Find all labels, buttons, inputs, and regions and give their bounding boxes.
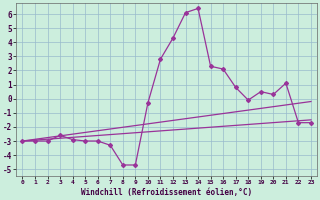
X-axis label: Windchill (Refroidissement éolien,°C): Windchill (Refroidissement éolien,°C) <box>81 188 252 197</box>
